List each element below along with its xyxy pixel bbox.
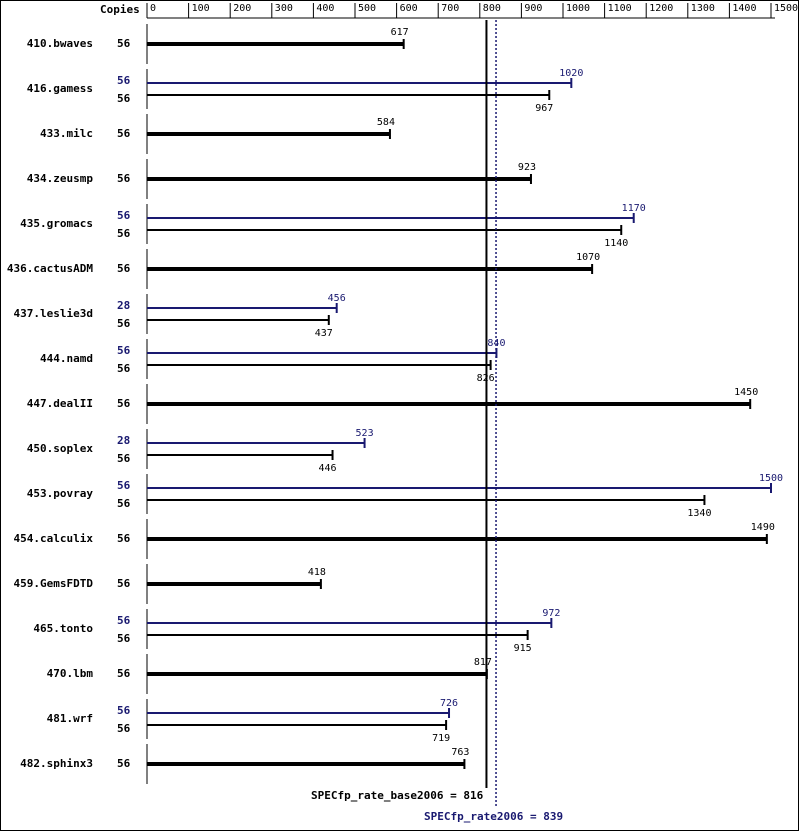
base-ref-label: SPECfp_rate_base2006 = 816 (311, 789, 484, 802)
benchmark-name: 459.GemsFDTD (14, 577, 94, 590)
benchmark-name: 416.gamess (27, 82, 93, 95)
base-value-label: 1450 (734, 387, 758, 398)
peak-value-label: 972 (542, 608, 560, 619)
benchmark-name: 450.soplex (27, 442, 94, 455)
peak-copies: 56 (117, 704, 131, 717)
base-value-label: 915 (514, 643, 532, 654)
x-tick-label: 800 (483, 3, 501, 14)
benchmark-name: 437.leslie3d (14, 307, 93, 320)
x-tick-label: 0 (150, 3, 156, 14)
peak-value-label: 456 (328, 293, 346, 304)
base-copies: 56 (117, 722, 131, 735)
base-value-label: 446 (319, 463, 337, 474)
x-tick-label: 1200 (649, 3, 673, 14)
benchmark-name: 436.cactusADM (7, 262, 93, 275)
benchmark-name: 482.sphinx3 (20, 757, 93, 770)
x-tick-label: 600 (400, 3, 418, 14)
x-tick-label: 700 (441, 3, 459, 14)
x-tick-label: 1500 (774, 3, 798, 14)
base-value-label: 1070 (576, 252, 600, 263)
benchmark-name: 481.wrf (47, 712, 93, 725)
x-tick-label: 100 (192, 3, 210, 14)
benchmark-name: 434.zeusmp (27, 172, 94, 185)
benchmark-name: 470.lbm (47, 667, 94, 680)
base-copies: 56 (117, 632, 131, 645)
base-value-label: 418 (308, 567, 326, 578)
x-tick-label: 500 (358, 3, 376, 14)
base-copies: 56 (117, 37, 131, 50)
base-value-label: 617 (391, 27, 409, 38)
peak-value-label: 1500 (759, 473, 783, 484)
base-copies: 56 (117, 92, 131, 105)
base-copies: 56 (117, 172, 131, 185)
base-copies: 56 (117, 532, 131, 545)
base-value-label: 967 (535, 103, 553, 114)
peak-copies: 56 (117, 344, 131, 357)
peak-copies: 56 (117, 614, 131, 627)
base-value-label: 584 (377, 117, 395, 128)
base-copies: 56 (117, 397, 131, 410)
base-copies: 56 (117, 577, 131, 590)
peak-value-label: 1020 (559, 68, 583, 79)
benchmark-name: 433.milc (40, 127, 93, 140)
base-copies: 56 (117, 362, 131, 375)
peak-ref-label: SPECfp_rate2006 = 839 (424, 810, 563, 823)
base-copies: 56 (117, 127, 131, 140)
base-value-label: 817 (474, 657, 492, 668)
base-copies: 56 (117, 497, 131, 510)
base-value-label: 1340 (687, 508, 711, 519)
benchmark-name: 410.bwaves (27, 37, 93, 50)
peak-copies: 56 (117, 209, 131, 222)
base-copies: 56 (117, 452, 131, 465)
base-value-label: 1490 (751, 522, 775, 533)
peak-copies: 28 (117, 434, 130, 447)
x-tick-label: 1100 (608, 3, 632, 14)
peak-value-label: 523 (356, 428, 374, 439)
peak-copies: 56 (117, 74, 131, 87)
x-tick-label: 1400 (732, 3, 756, 14)
peak-copies: 28 (117, 299, 130, 312)
base-copies: 56 (117, 317, 131, 330)
base-copies: 56 (117, 667, 131, 680)
benchmark-name: 454.calculix (14, 532, 94, 545)
base-value-label: 1140 (604, 238, 628, 249)
x-tick-label: 1300 (691, 3, 715, 14)
benchmark-name: 447.dealII (27, 397, 93, 410)
base-value-label: 923 (518, 162, 536, 173)
benchmark-name: 435.gromacs (20, 217, 93, 230)
peak-value-label: 840 (487, 338, 505, 349)
base-value-label: 437 (315, 328, 333, 339)
x-tick-label: 200 (233, 3, 251, 14)
peak-value-label: 1170 (622, 203, 646, 214)
peak-copies: 56 (117, 479, 131, 492)
copies-header: Copies (100, 3, 140, 16)
benchmark-name: 444.namd (40, 352, 93, 365)
benchmark-name: 453.povray (27, 487, 94, 500)
base-value-label: 763 (451, 747, 469, 758)
base-copies: 56 (117, 262, 131, 275)
base-value-label: 719 (432, 733, 450, 744)
x-tick-label: 400 (316, 3, 334, 14)
peak-value-label: 726 (440, 698, 458, 709)
base-copies: 56 (117, 227, 131, 240)
x-tick-label: 1000 (566, 3, 590, 14)
benchmark-name: 465.tonto (33, 622, 93, 635)
base-copies: 56 (117, 757, 131, 770)
x-tick-label: 300 (275, 3, 293, 14)
x-tick-label: 900 (524, 3, 542, 14)
